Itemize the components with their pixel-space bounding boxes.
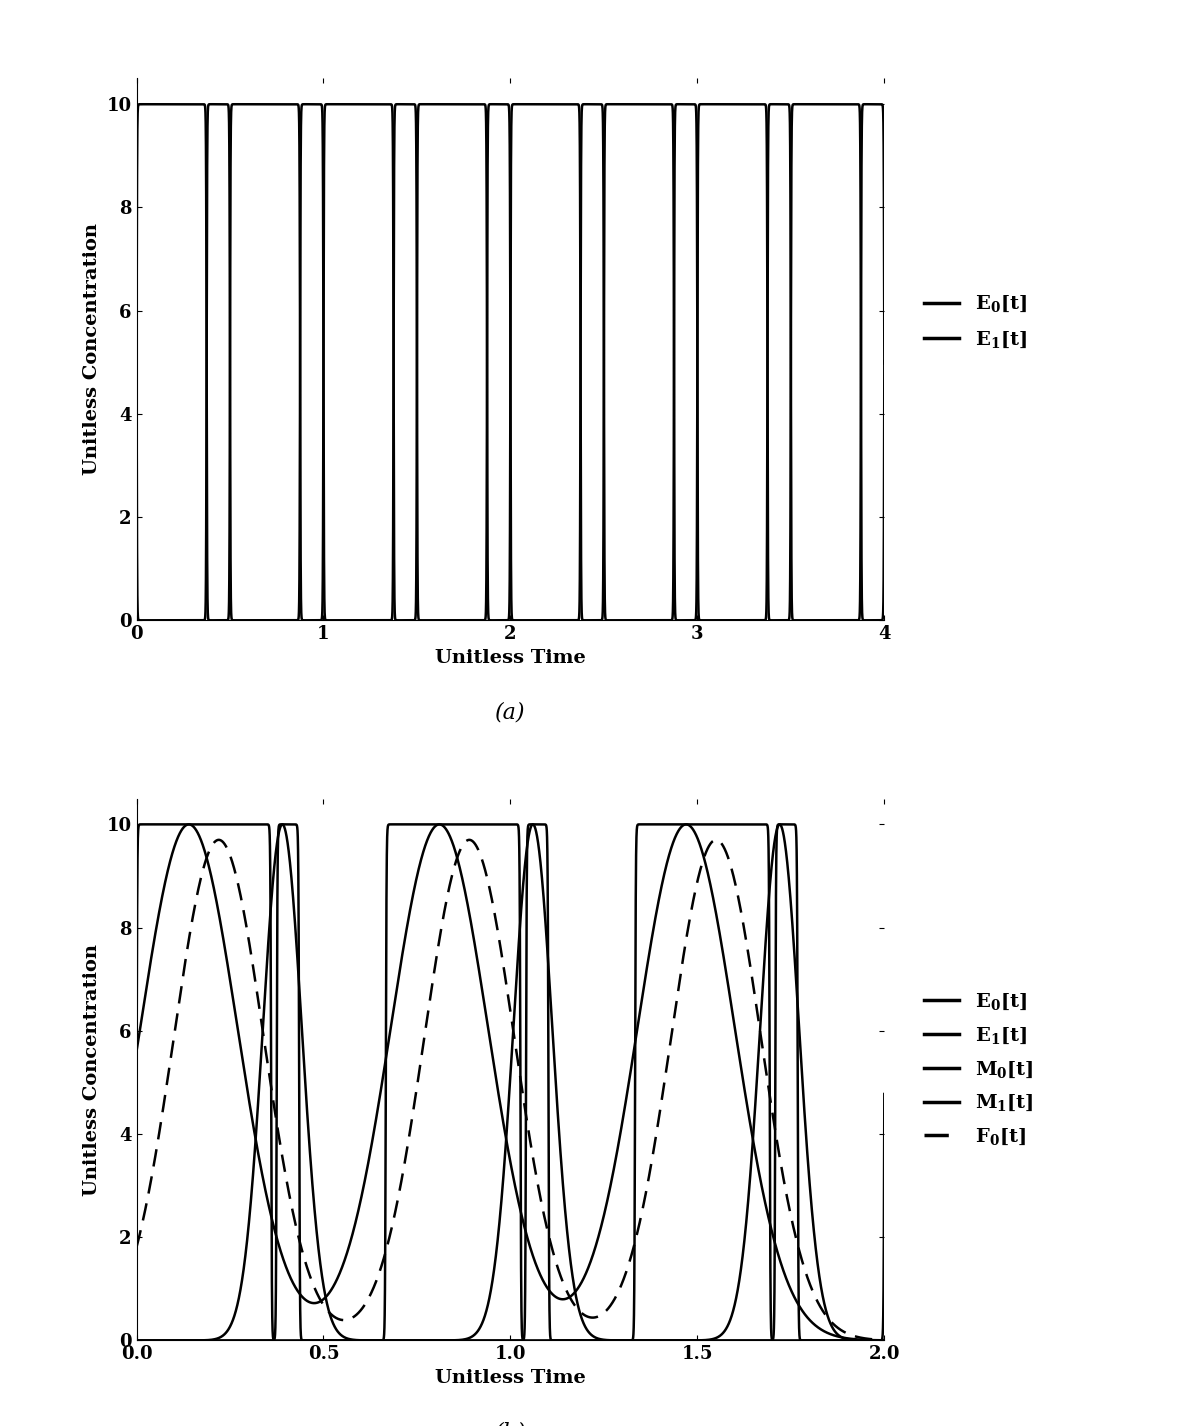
Y-axis label: Unitless Concentration: Unitless Concentration [83,224,101,475]
Text: (a): (a) [495,702,526,723]
Text: (b): (b) [495,1422,526,1426]
Legend: $\mathbf{E_0[t]}$, $\mathbf{E_1[t]}$, $\mathbf{M_0[t]}$, $\mathbf{M_1[t]}$, $\ma: $\mathbf{E_0[t]}$, $\mathbf{E_1[t]}$, $\… [916,984,1041,1155]
Y-axis label: Unitless Concentration: Unitless Concentration [83,944,101,1195]
X-axis label: Unitless Time: Unitless Time [434,649,586,667]
Legend: $\mathbf{E_0[t]}$, $\mathbf{E_1[t]}$: $\mathbf{E_0[t]}$, $\mathbf{E_1[t]}$ [916,287,1035,358]
X-axis label: Unitless Time: Unitless Time [434,1369,586,1387]
